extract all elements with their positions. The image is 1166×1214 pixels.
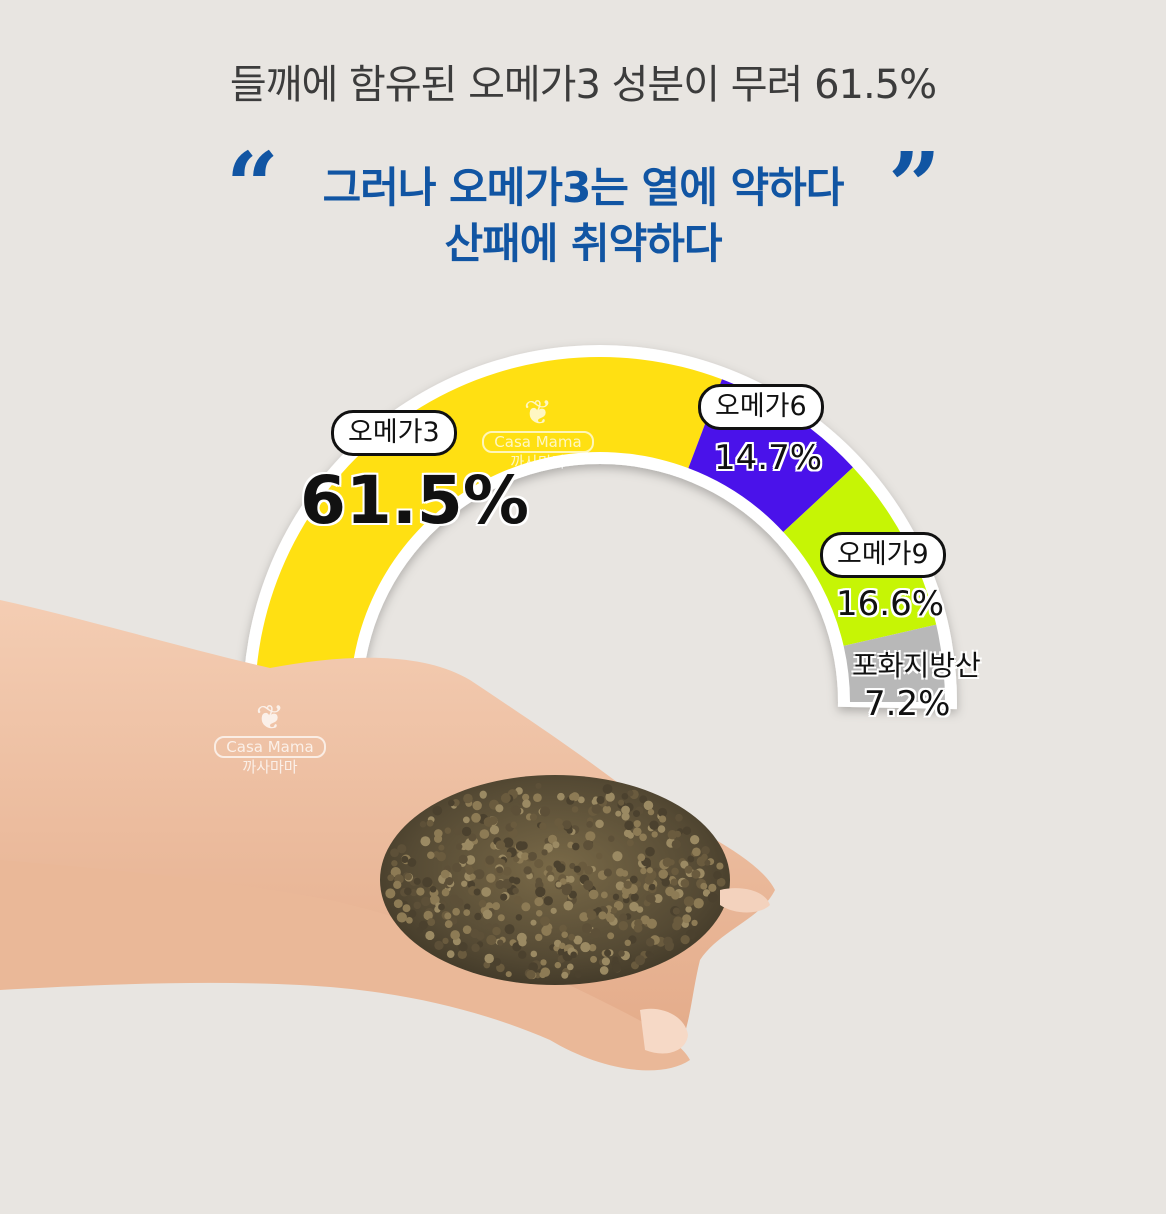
quote-line-1: 그러나 오메가3는 열에 약하다: [322, 163, 845, 212]
slice-label-omega9: 오메가9: [820, 532, 946, 578]
hands-illustration: [0, 600, 775, 1071]
slice-value-saturated-fat: 7.2%: [864, 684, 951, 724]
watermark-sub: 까사마마: [242, 758, 298, 776]
headline: 들깨에 함유된 오메가3 성분이 무려 61.5%: [229, 62, 937, 108]
slice-label-saturated-fat: 포화지방산: [852, 649, 981, 682]
watermark-leaf-icon: ❦: [255, 698, 285, 738]
slice-value-omega9: 16.6%: [836, 584, 945, 624]
slice-0: [255, 356, 722, 702]
quote-open-mark: “: [226, 132, 279, 240]
quote-line-2: 산패에 취약하다: [444, 219, 722, 268]
watermark-bottom: ❦ Casa Mama 까사마마: [200, 700, 340, 776]
quote-close-mark: ”: [888, 132, 941, 240]
watermark-top: ❦ Casa Mama 까사마마: [468, 395, 608, 471]
watermark-sub: 까사마마: [510, 453, 566, 471]
slice-value-omega3: 61.5%: [300, 462, 529, 539]
slice-label-omega3: 오메가3: [331, 410, 457, 456]
quote-text: 그러나 오메가3는 열에 약하다 산패에 취약하다: [0, 160, 1166, 272]
watermark-logo: Casa Mama: [482, 431, 594, 453]
watermark-logo: Casa Mama: [214, 736, 326, 758]
slice-label-omega6: 오메가6: [698, 384, 824, 430]
watermark-leaf-icon: ❦: [523, 393, 553, 433]
slice-value-omega6: 14.7%: [714, 438, 823, 478]
slice-3: [843, 624, 945, 702]
